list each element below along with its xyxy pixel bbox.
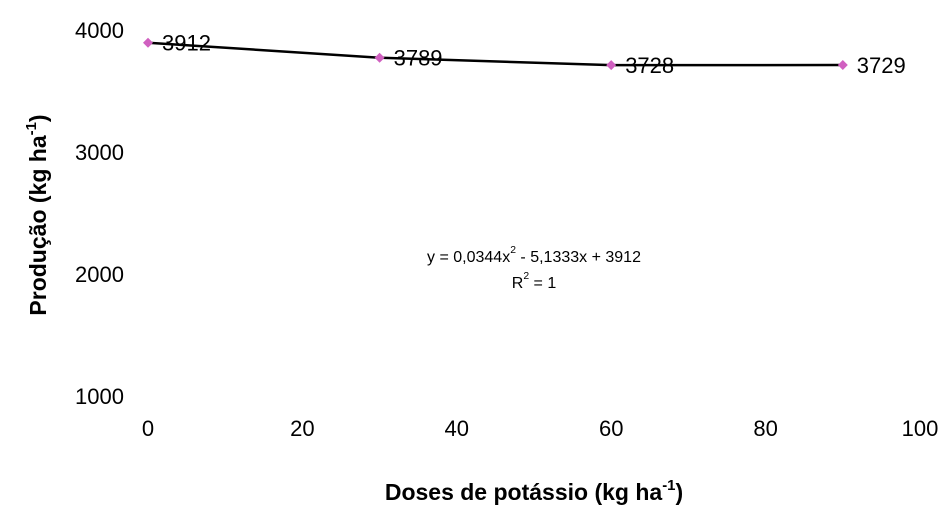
- annotation-part: y = 0,0344x: [427, 249, 510, 266]
- y-tick-label: 2000: [75, 262, 124, 287]
- y-tick-label: 4000: [75, 18, 124, 43]
- x-tick-label: 20: [290, 416, 314, 441]
- x-tick-label: 40: [445, 416, 469, 441]
- x-tick-label: 0: [142, 416, 154, 441]
- x-tick-label: 80: [753, 416, 777, 441]
- data-label: 3729: [857, 53, 906, 78]
- data-point: [143, 37, 153, 48]
- annotation: y = 0,0344x2 - 5,1333x + 3912: [427, 245, 641, 266]
- data-point: [606, 60, 617, 71]
- annotation-part: R: [512, 275, 524, 292]
- data-point: [837, 60, 848, 71]
- y-axis-label-part: ): [25, 114, 51, 122]
- data-label: 3912: [162, 31, 211, 56]
- data-point: [374, 52, 385, 63]
- data-label: 3728: [625, 53, 674, 78]
- x-tick-label: 60: [599, 416, 623, 441]
- x-axis-label: Doses de potássio (kg ha-1): [385, 477, 683, 505]
- annotation-part: = 1: [529, 275, 556, 292]
- y-axis-label-part: Produção (kg ha: [25, 135, 51, 315]
- x-axis-label-part: Doses de potássio (kg ha: [385, 479, 663, 505]
- x-axis-label-part: ): [675, 479, 683, 505]
- series-line: [147, 41, 843, 67]
- annotation-sup: 2: [510, 245, 516, 256]
- y-axis-label-sup: -1: [23, 122, 40, 135]
- y-axis-label: Produção (kg ha-1): [23, 114, 51, 315]
- x-axis-label-sup: -1: [662, 477, 675, 494]
- annotation-sup: 2: [523, 271, 529, 282]
- y-tick-label: 3000: [75, 140, 124, 165]
- x-tick-label: 100: [902, 416, 939, 441]
- data-label: 3789: [394, 46, 443, 71]
- annotation: R2 = 1: [512, 271, 557, 292]
- annotation-part: - 5,1333x + 3912: [516, 249, 641, 266]
- y-tick-label: 1000: [75, 384, 124, 409]
